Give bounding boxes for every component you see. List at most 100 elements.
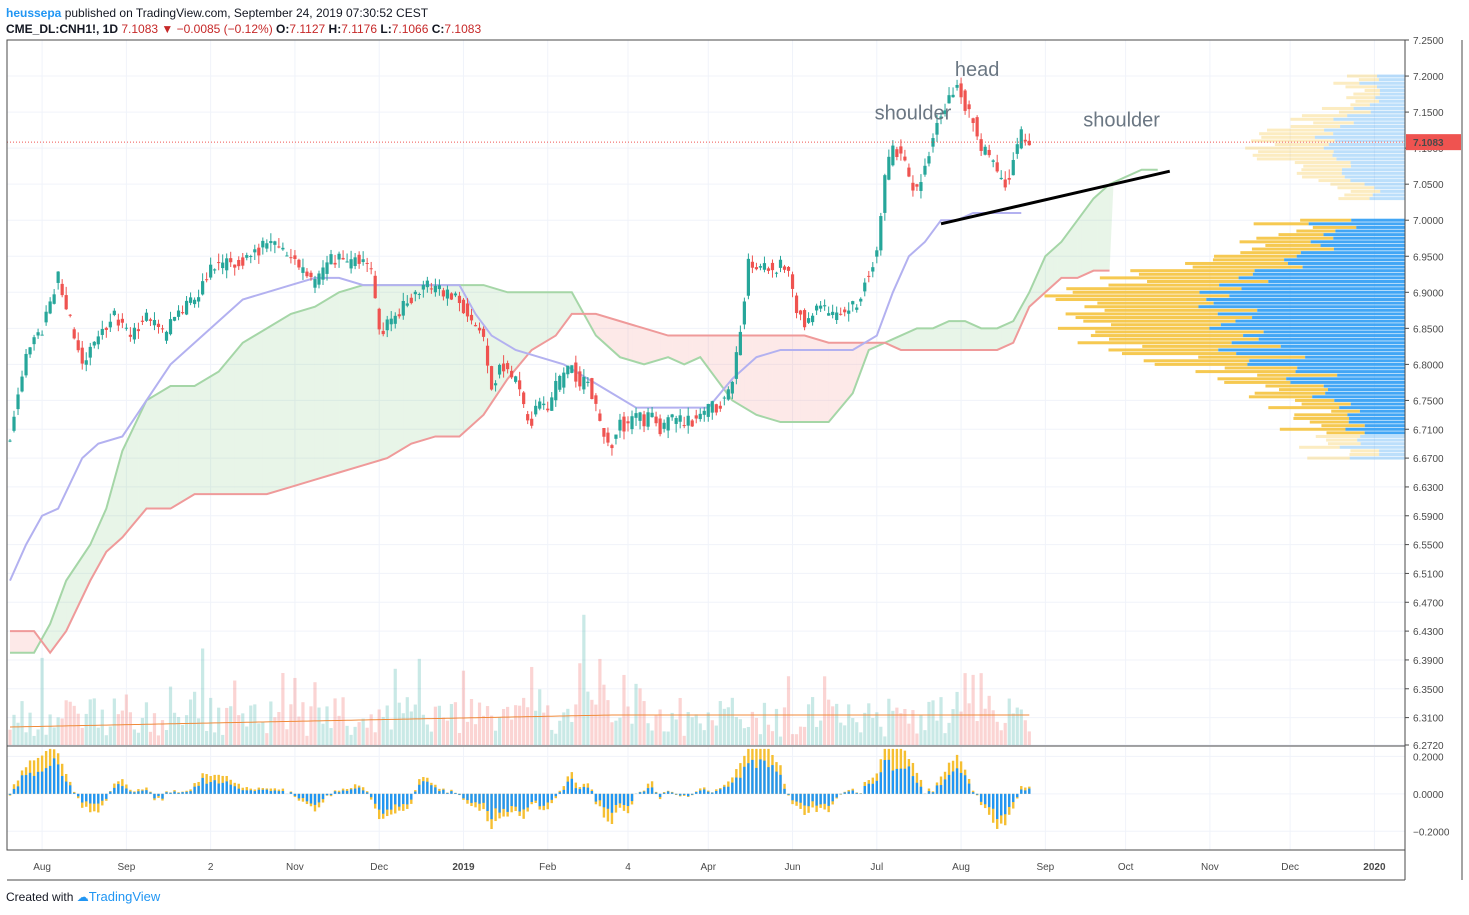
candle[interactable]: [879, 212, 883, 256]
candle[interactable]: [32, 334, 36, 351]
candle[interactable]: [397, 308, 401, 319]
candle[interactable]: [124, 323, 128, 331]
candle[interactable]: [245, 252, 249, 261]
candle[interactable]: [213, 268, 217, 274]
candle[interactable]: [12, 410, 16, 433]
candle[interactable]: [979, 133, 983, 157]
candle[interactable]: [750, 255, 755, 274]
candle[interactable]: [855, 304, 859, 313]
candle[interactable]: [84, 352, 88, 372]
candle[interactable]: [955, 79, 959, 91]
candle[interactable]: [610, 443, 614, 456]
author-name[interactable]: heussepa: [6, 6, 62, 20]
candle[interactable]: [971, 117, 975, 132]
candle[interactable]: [237, 256, 241, 270]
candle[interactable]: [140, 315, 145, 326]
candle[interactable]: [100, 320, 104, 340]
candle[interactable]: [931, 133, 935, 153]
candle[interactable]: [217, 253, 221, 271]
candle[interactable]: [831, 304, 835, 319]
candle[interactable]: [485, 338, 490, 374]
candle[interactable]: [722, 395, 726, 406]
candle[interactable]: [28, 346, 32, 358]
candle[interactable]: [64, 286, 68, 311]
candle[interactable]: [309, 270, 313, 281]
candle[interactable]: [510, 365, 514, 380]
candle[interactable]: [578, 366, 582, 391]
candle[interactable]: [72, 327, 76, 340]
candle[interactable]: [762, 256, 767, 273]
candle[interactable]: [225, 253, 229, 279]
candle[interactable]: [92, 341, 96, 349]
candle[interactable]: [534, 399, 538, 417]
candle[interactable]: [738, 325, 742, 356]
candle[interactable]: [730, 380, 734, 399]
candle[interactable]: [662, 419, 666, 433]
candle[interactable]: [293, 250, 297, 265]
symbol-label[interactable]: CME_DL:CNH1!, 1D: [6, 22, 122, 36]
candle[interactable]: [626, 416, 630, 432]
candle[interactable]: [887, 149, 891, 181]
candle[interactable]: [253, 244, 257, 261]
candle[interactable]: [421, 280, 425, 298]
candle[interactable]: [706, 403, 710, 422]
candle[interactable]: [457, 291, 462, 312]
candle[interactable]: [1003, 171, 1007, 191]
candle[interactable]: [923, 158, 927, 177]
candle[interactable]: [907, 163, 911, 178]
candle[interactable]: [802, 308, 807, 331]
candle[interactable]: [718, 401, 722, 412]
candle[interactable]: [919, 174, 923, 199]
candle[interactable]: [164, 330, 169, 344]
candle[interactable]: [538, 397, 542, 411]
candles[interactable]: [7, 77, 1405, 456]
candle[interactable]: [24, 349, 28, 378]
candle[interactable]: [883, 173, 887, 221]
candle[interactable]: [405, 295, 409, 308]
candle[interactable]: [903, 149, 907, 162]
candle[interactable]: [770, 259, 775, 278]
candle[interactable]: [1015, 137, 1019, 159]
candle[interactable]: [429, 282, 433, 294]
candle[interactable]: [614, 434, 618, 445]
candle[interactable]: [361, 251, 365, 266]
tradingview-brand[interactable]: TradingView: [88, 889, 161, 904]
candle[interactable]: [52, 289, 56, 305]
candle[interactable]: [389, 311, 393, 332]
candle[interactable]: [562, 367, 566, 394]
candle[interactable]: [550, 392, 554, 411]
candle[interactable]: [554, 372, 558, 407]
candle[interactable]: [674, 415, 678, 433]
candle[interactable]: [686, 407, 690, 434]
candle[interactable]: [959, 77, 963, 104]
candle[interactable]: [778, 255, 783, 273]
candle[interactable]: [289, 248, 293, 264]
candle[interactable]: [851, 300, 855, 312]
candle[interactable]: [381, 322, 385, 337]
candle[interactable]: [445, 285, 450, 306]
candle[interactable]: [192, 297, 197, 308]
candle[interactable]: [638, 411, 642, 430]
candle[interactable]: [782, 264, 787, 273]
candle[interactable]: [742, 297, 746, 330]
candle[interactable]: [891, 140, 895, 167]
candle[interactable]: [1027, 133, 1031, 146]
candle[interactable]: [477, 322, 482, 334]
candle[interactable]: [104, 326, 108, 338]
candle[interactable]: [682, 416, 686, 429]
candle[interactable]: [132, 323, 137, 344]
candle[interactable]: [530, 411, 534, 429]
candle[interactable]: [1007, 169, 1011, 185]
candle[interactable]: [172, 316, 177, 322]
candle[interactable]: [425, 276, 429, 293]
candle[interactable]: [526, 410, 530, 425]
candle[interactable]: [518, 371, 522, 397]
candle[interactable]: [269, 233, 273, 252]
candle[interactable]: [694, 409, 698, 424]
candle[interactable]: [967, 100, 971, 118]
candle[interactable]: [40, 330, 44, 336]
candle[interactable]: [815, 303, 819, 316]
candle[interactable]: [987, 144, 991, 158]
candle[interactable]: [349, 250, 353, 274]
candle[interactable]: [522, 391, 526, 408]
